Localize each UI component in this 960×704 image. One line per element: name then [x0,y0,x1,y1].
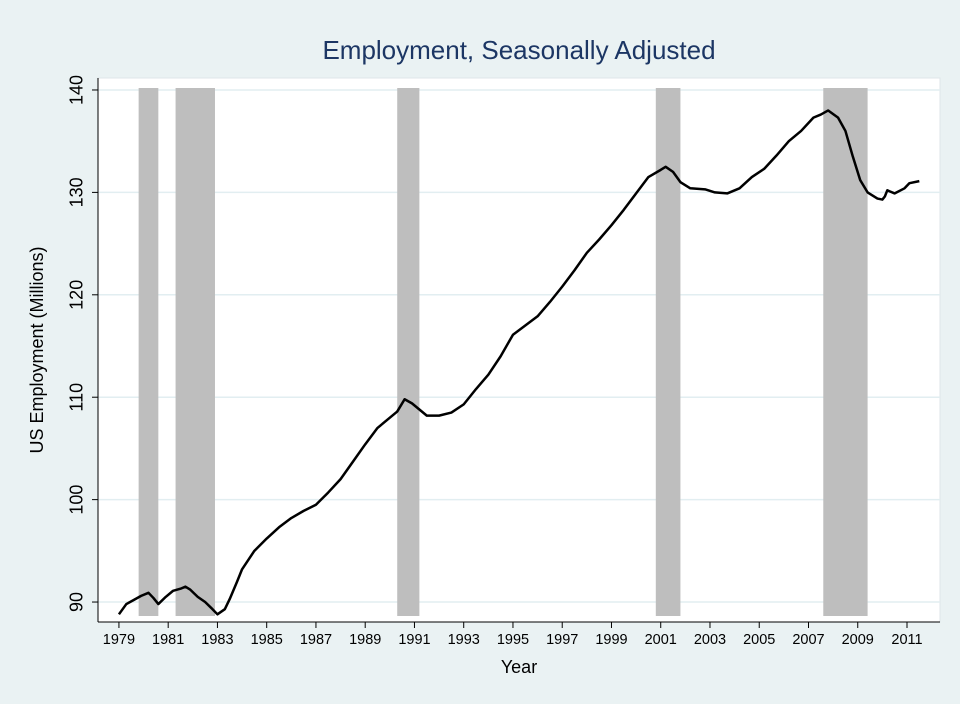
x-tick-label: 1999 [595,632,627,648]
x-tick-label: 2009 [842,632,874,648]
x-tick-label: 1987 [300,632,332,648]
x-tick-label: 1995 [497,632,529,648]
y-tick-label: 140 [67,75,87,105]
x-tick-label: 2007 [792,632,824,648]
recession-band [175,88,215,616]
x-tick-label: 1993 [448,632,480,648]
x-axis-label: Year [501,657,537,677]
recession-band [397,88,420,616]
y-tick-label: 110 [67,383,87,412]
x-tick-label: 2001 [645,632,677,648]
x-tick-label: 1991 [398,632,430,648]
x-tick-label: 1985 [251,632,283,648]
y-axis-label: US Employment (Millions) [27,246,47,453]
y-tick-label: 90 [67,592,87,612]
y-tick-label: 100 [67,485,87,515]
x-tick-label: 1979 [103,632,135,648]
x-tick-label: 2003 [694,632,726,648]
chart-title: Employment, Seasonally Adjusted [322,35,715,65]
series-line [117,109,920,616]
recession-band [823,88,868,616]
x-tick-label: 2011 [891,632,922,648]
x-tick-label: 1989 [349,632,381,648]
x-tick-label: 1983 [201,632,233,648]
plot-area [97,77,941,623]
x-tick-label: 1997 [546,632,578,648]
y-tick-label: 130 [67,177,87,207]
x-tick-label: 1981 [152,632,184,648]
x-tick-label: 2005 [743,632,775,648]
recession-band [138,88,159,616]
y-tick-label: 120 [67,280,87,310]
